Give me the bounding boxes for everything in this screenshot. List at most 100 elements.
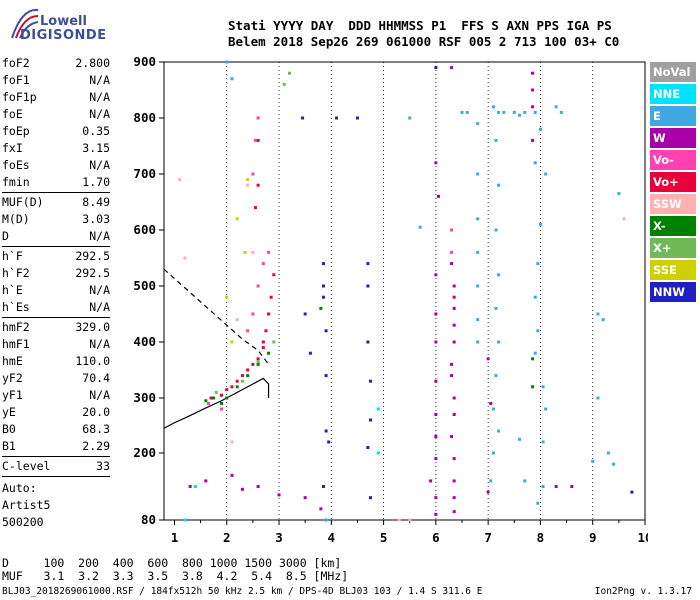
echo-point (434, 496, 438, 500)
x-tick-label: 3 (275, 530, 283, 545)
echo-point (303, 312, 307, 316)
echo-point (544, 172, 548, 176)
echo-point (267, 351, 271, 355)
param-name: foE (2, 107, 23, 121)
echo-point (183, 256, 187, 260)
echo-point (256, 357, 260, 361)
echo-point (434, 379, 438, 383)
legend-item-noval: NoVal (650, 62, 696, 82)
echo-point (434, 512, 438, 516)
param-value: N/A (89, 337, 110, 351)
logo-text-digisonde: DIGISONDE (20, 28, 107, 43)
param-row: D N/A (2, 229, 110, 246)
echo-point (452, 479, 456, 483)
echo-point (256, 284, 260, 288)
version-label: Ion2Png v. 1.3.17 (594, 586, 692, 597)
echo-point (251, 312, 255, 316)
param-row: h`Es N/A (2, 300, 110, 317)
param-row: h`F 292.5 (2, 249, 110, 266)
param-name: M(D) (2, 212, 30, 226)
echo-point (452, 284, 456, 288)
plot-frame (163, 61, 646, 521)
echo-point (253, 138, 257, 142)
echo-point (450, 250, 454, 254)
param-name: B1 (2, 439, 16, 453)
y-tick-label: 400 (133, 334, 156, 349)
param-name: Auto: (2, 481, 37, 495)
param-row: yF2 70.4 (2, 371, 110, 388)
echo-point (204, 399, 208, 403)
echo-point (486, 357, 490, 361)
echo-point (450, 435, 454, 438)
echo-point (434, 457, 438, 461)
echo-point (606, 451, 610, 455)
echo-point (452, 340, 456, 344)
param-row: hmE 110.0 (2, 354, 110, 371)
echo-point (541, 385, 545, 389)
echo-point (408, 116, 412, 120)
echo-point (518, 113, 522, 117)
param-value: N/A (89, 158, 110, 172)
echo-point (450, 228, 454, 232)
echo-point (497, 273, 501, 277)
echo-point (536, 501, 540, 505)
echo-point (319, 507, 323, 511)
muf-table: D 100 200 400 600 800 1000 1500 3000 [km… (2, 557, 348, 583)
echo-point (277, 493, 281, 497)
echo-point (617, 192, 621, 196)
echo-point (434, 413, 438, 416)
echo-point (272, 340, 276, 344)
x-tick-label: 1 (171, 530, 179, 545)
echo-point (235, 379, 239, 383)
param-value: N/A (89, 300, 110, 314)
param-value: N/A (89, 90, 110, 104)
echo-point (536, 262, 540, 266)
echo-point (269, 295, 273, 299)
y-tick-label: 800 (133, 110, 156, 125)
echo-point (497, 183, 501, 187)
legend-item-e: E (650, 106, 696, 126)
echo-point (518, 437, 522, 441)
echo-point (240, 487, 244, 491)
param-value: N/A (89, 388, 110, 402)
param-row: foF1 N/A (2, 73, 110, 90)
x-tick-label: 2 (223, 530, 231, 545)
param-row: foE N/A (2, 107, 110, 124)
param-row: fxI 3.15 (2, 141, 110, 158)
param-name: foF1 (2, 73, 30, 87)
echo-point (369, 379, 373, 383)
x-tick-label: 8 (537, 530, 545, 545)
echo-point (491, 451, 495, 455)
x-tick-label: 7 (484, 530, 492, 545)
echo-point (225, 295, 229, 299)
echo-point (324, 518, 328, 522)
echo-point (452, 306, 456, 310)
lowell-digisonde-logo: Lowell DIGISONDE (8, 4, 128, 44)
y-tick-label: 500 (133, 278, 156, 293)
legend-item-sse: SSE (650, 260, 696, 280)
echo-point (418, 225, 422, 229)
param-row: yF1 N/A (2, 388, 110, 405)
legend-item-nnw: NNW (650, 282, 696, 302)
echo-point (531, 138, 535, 142)
echo-point (355, 116, 359, 120)
echo-point (531, 88, 535, 92)
echo-point (465, 110, 469, 114)
param-row: h`E N/A (2, 283, 110, 300)
param-name: C-level (2, 459, 51, 473)
param-separator (2, 246, 110, 247)
param-name: yE (2, 405, 16, 419)
param-value: N/A (89, 107, 110, 121)
echo-point (476, 340, 480, 344)
echo-point (476, 122, 480, 126)
echo-point (321, 295, 325, 299)
param-value: 33 (96, 459, 110, 473)
echo-point (225, 388, 229, 392)
param-row: 500200 (2, 515, 110, 532)
echo-point (225, 60, 229, 64)
echo-point (251, 250, 255, 254)
param-value: N/A (89, 229, 110, 243)
y-tick-label: 200 (133, 445, 156, 460)
echo-point (246, 368, 250, 372)
echo-point (596, 312, 600, 316)
